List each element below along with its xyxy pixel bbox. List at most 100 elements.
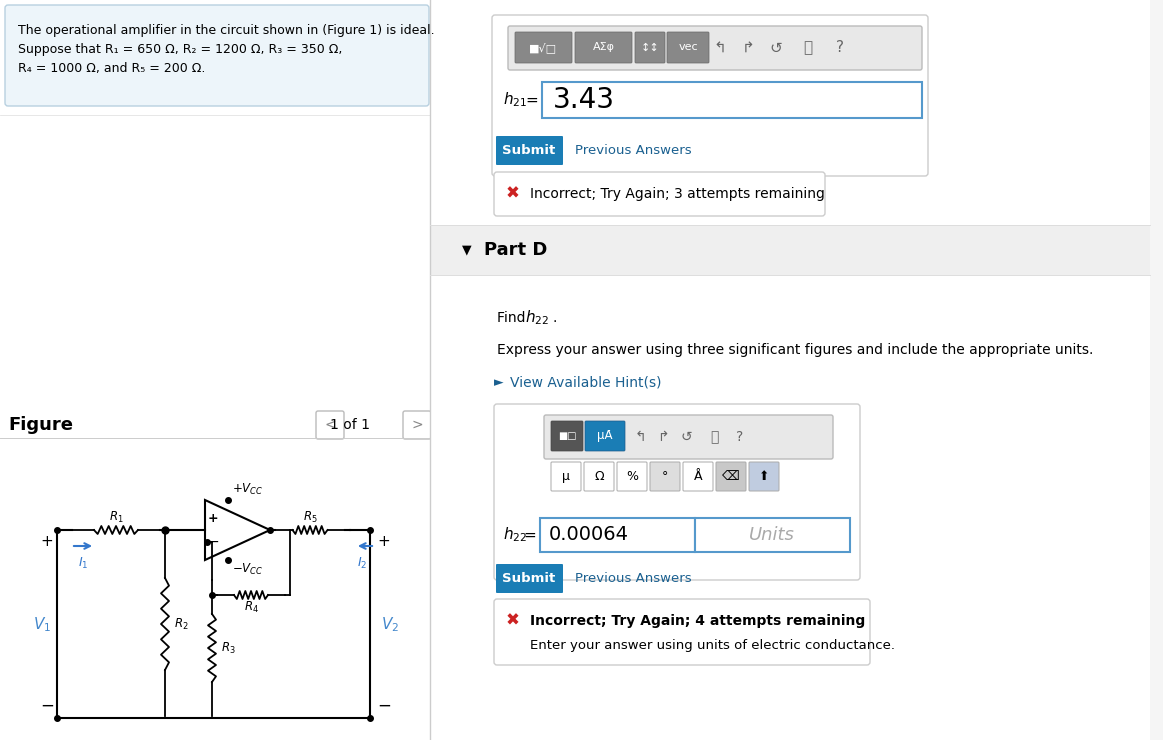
FancyBboxPatch shape [316,411,344,439]
Text: ⌫: ⌫ [722,470,740,483]
FancyBboxPatch shape [430,225,1150,275]
Text: $R_4$: $R_4$ [243,599,258,614]
Text: R₄ = 1000 Ω, and R₅ = 200 Ω.: R₄ = 1000 Ω, and R₅ = 200 Ω. [17,62,206,75]
Text: $R_1$: $R_1$ [108,509,123,525]
FancyBboxPatch shape [494,404,859,580]
FancyBboxPatch shape [5,5,429,106]
Text: ↱: ↱ [742,41,755,56]
Text: .: . [552,311,556,325]
Text: $-V_{CC}$: $-V_{CC}$ [231,562,263,577]
Text: %: % [626,470,638,483]
Text: −: − [207,535,219,549]
Text: The operational amplifier in the circuit shown in (Figure 1) is ideal.: The operational amplifier in the circuit… [17,24,435,37]
Text: 0.00064: 0.00064 [549,525,629,545]
FancyBboxPatch shape [695,518,850,552]
Text: ✖: ✖ [506,612,520,630]
Text: Express your answer using three significant figures and include the appropriate : Express your answer using three signific… [497,343,1093,357]
Text: μȦ: μȦ [598,429,613,443]
Text: ↰: ↰ [714,41,727,56]
FancyBboxPatch shape [508,26,922,70]
FancyBboxPatch shape [494,599,870,665]
FancyBboxPatch shape [430,0,1150,740]
Text: 1 of 1: 1 of 1 [330,418,370,432]
Text: Figure: Figure [8,416,73,434]
Text: ■√□: ■√□ [529,42,557,53]
FancyBboxPatch shape [585,421,625,451]
Text: Previous Answers: Previous Answers [575,573,692,585]
Text: ↱: ↱ [657,430,669,444]
FancyBboxPatch shape [544,415,833,459]
Text: $R_2$: $R_2$ [173,616,188,631]
Text: ⬆: ⬆ [758,470,769,483]
Text: $h_{22}$: $h_{22}$ [504,525,527,545]
FancyBboxPatch shape [494,172,825,216]
Text: Enter your answer using units of electric conductance.: Enter your answer using units of electri… [530,639,896,651]
Text: View Available Hint(s): View Available Hint(s) [511,376,662,390]
FancyBboxPatch shape [492,15,928,176]
Text: Submit: Submit [502,144,556,158]
Text: $V_1$: $V_1$ [33,616,51,634]
FancyBboxPatch shape [618,462,647,491]
Text: ⌹: ⌹ [804,41,813,56]
Text: AΣφ: AΣφ [592,42,614,53]
Text: −: − [40,697,53,715]
FancyBboxPatch shape [495,136,563,165]
FancyBboxPatch shape [749,462,779,491]
Text: ↺: ↺ [770,41,783,56]
Text: Suppose that R₁ = 650 Ω, R₂ = 1200 Ω, R₃ = 350 Ω,: Suppose that R₁ = 650 Ω, R₂ = 1200 Ω, R₃… [17,43,342,56]
Text: Part D: Part D [484,241,548,259]
Text: ↕↕: ↕↕ [641,42,659,53]
Text: $I_1$: $I_1$ [78,556,88,571]
Text: ⌹: ⌹ [709,430,719,444]
Text: +: + [208,511,219,525]
Text: ↰: ↰ [634,430,645,444]
Text: $R_3$: $R_3$ [221,640,235,656]
Text: ▼: ▼ [462,243,472,257]
FancyBboxPatch shape [575,32,632,63]
Text: =: = [526,92,538,107]
Text: +: + [41,534,53,550]
Text: Find: Find [497,311,530,325]
Text: $V_2$: $V_2$ [381,616,399,634]
Text: Submit: Submit [502,573,556,585]
Text: Previous Answers: Previous Answers [575,144,692,158]
Text: $+V_{CC}$: $+V_{CC}$ [231,482,263,497]
FancyBboxPatch shape [551,421,583,451]
FancyBboxPatch shape [683,462,713,491]
FancyBboxPatch shape [430,0,1163,740]
Text: $I_2$: $I_2$ [357,556,368,571]
FancyBboxPatch shape [404,411,431,439]
Text: ?: ? [836,41,844,56]
Text: >: > [412,418,423,432]
Text: $R_5$: $R_5$ [302,509,317,525]
Text: ■□: ■□ [558,431,576,441]
Text: Units: Units [749,526,795,544]
Text: vec: vec [678,42,698,53]
Text: Å: Å [693,470,702,483]
Text: 3.43: 3.43 [552,86,615,114]
Text: ►: ► [494,377,504,389]
Text: <: < [324,418,336,432]
FancyBboxPatch shape [650,462,680,491]
Text: $h_{22}$: $h_{22}$ [525,309,549,327]
Text: −: − [377,697,391,715]
Text: ?: ? [736,430,743,444]
FancyBboxPatch shape [515,32,572,63]
Text: μ: μ [562,470,570,483]
Text: °: ° [662,470,669,483]
Text: Incorrect; Try Again; 4 attempts remaining: Incorrect; Try Again; 4 attempts remaini… [530,614,865,628]
FancyBboxPatch shape [551,462,582,491]
FancyBboxPatch shape [668,32,709,63]
Text: ↺: ↺ [680,430,692,444]
Text: +: + [378,534,391,550]
FancyBboxPatch shape [716,462,745,491]
Text: Ω: Ω [594,470,604,483]
Text: ✖: ✖ [506,185,520,203]
Text: =: = [523,528,536,542]
FancyBboxPatch shape [542,82,922,118]
FancyBboxPatch shape [430,275,1150,740]
FancyBboxPatch shape [540,518,695,552]
FancyBboxPatch shape [635,32,665,63]
Text: Incorrect; Try Again; 3 attempts remaining: Incorrect; Try Again; 3 attempts remaini… [530,187,825,201]
Text: $h_{21}$: $h_{21}$ [504,90,527,110]
